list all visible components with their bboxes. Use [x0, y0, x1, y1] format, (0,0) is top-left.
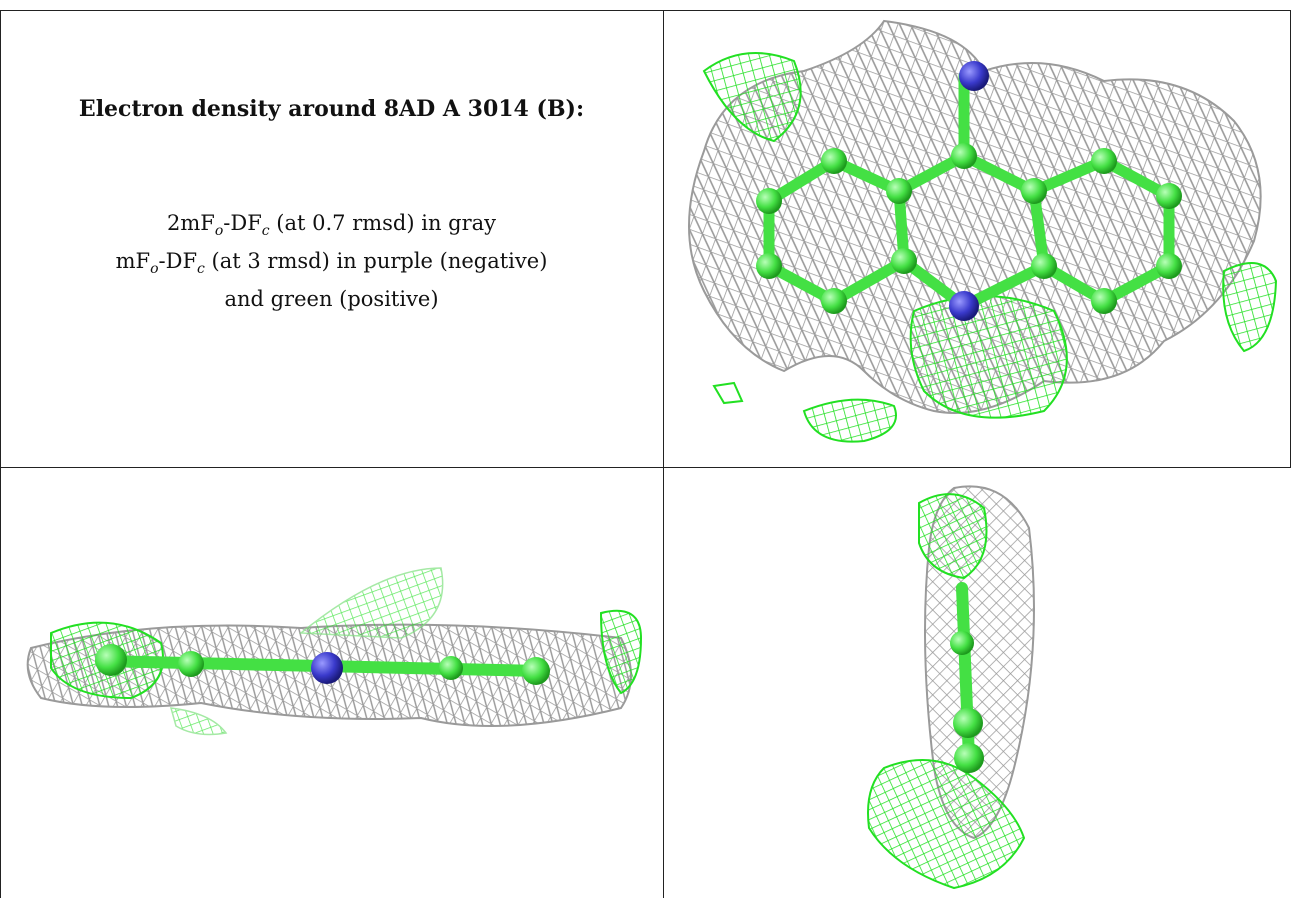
border-center — [663, 10, 664, 898]
border-middle — [0, 467, 1291, 468]
green-density-blob-3 — [1222, 262, 1278, 353]
green-density-side-3 — [599, 609, 643, 695]
legend-text: 2mFo-DFc (at 0.7 rmsd) in gray mFo-DFc (… — [0, 208, 663, 314]
legend-line-2: mFo-DFc (at 3 rmsd) in purple (negative) — [115, 249, 548, 278]
molecule-atoms — [756, 61, 1182, 321]
green-density-blob-5 — [712, 381, 744, 405]
molecule-view-end — [867, 485, 1035, 890]
green-density-side-2 — [299, 567, 444, 639]
green-density-end-1 — [918, 493, 988, 580]
molecule-view-front — [688, 19, 1278, 443]
border-left — [0, 10, 1, 898]
molecule-view-side — [26, 567, 643, 736]
green-density-blob-4 — [802, 398, 897, 443]
legend-line-3: and green (positive) — [224, 287, 439, 312]
green-density-blob-1 — [702, 52, 802, 143]
border-top — [0, 10, 1291, 11]
green-density-blob-2 — [909, 295, 1068, 419]
green-density-side-4 — [169, 707, 228, 736]
legend-line-1: 2mFo-DFc (at 0.7 rmsd) in gray — [166, 211, 497, 240]
figure-title: Electron density around 8AD A 3014 (B): — [78, 96, 585, 122]
